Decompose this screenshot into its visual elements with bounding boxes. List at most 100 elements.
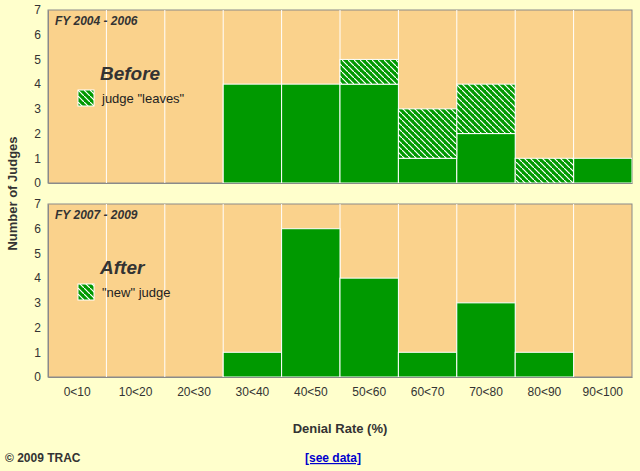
- tick-label: 90<100: [583, 385, 624, 399]
- bar: [340, 84, 398, 183]
- bar: [48, 377, 106, 378]
- annotation: Before: [100, 63, 161, 84]
- x-tick: 20<30: [177, 377, 211, 399]
- y-tick: 0: [34, 176, 48, 190]
- bar: [282, 229, 340, 377]
- bar: [574, 377, 632, 378]
- bar: [340, 278, 398, 377]
- bar: [48, 183, 106, 184]
- bar: [515, 352, 573, 377]
- legend-swatch: [78, 284, 94, 300]
- bar: [223, 352, 281, 377]
- bar: [457, 134, 515, 183]
- tick-label: 5: [34, 53, 41, 67]
- bar: [398, 158, 456, 183]
- bar: [48, 183, 106, 184]
- tick-label: 6: [34, 222, 41, 236]
- tick-label: 40<50: [294, 385, 328, 399]
- tick-label: 6: [34, 28, 41, 42]
- copyright: © 2009 TRAC: [5, 451, 81, 465]
- bars: [223, 59, 632, 183]
- x-tick: 80<90: [528, 377, 562, 399]
- y-axis-title: Number of Judges: [5, 136, 20, 250]
- bar: [223, 84, 281, 183]
- bar: [223, 352, 281, 353]
- bin-divider: [223, 204, 224, 377]
- bar: [574, 377, 632, 378]
- x-tick: 10<20: [119, 377, 153, 399]
- y-tick: 3: [34, 102, 48, 116]
- y-tick: 0: [34, 370, 48, 384]
- x-tick: 30<40: [236, 377, 270, 399]
- bar: [282, 84, 340, 183]
- x-tick: 0<10: [64, 377, 91, 399]
- bar: [282, 228, 340, 229]
- tick-label: 70<80: [469, 385, 503, 399]
- bar: [398, 109, 456, 158]
- y-tick: 3: [34, 296, 48, 310]
- bar: [457, 303, 515, 377]
- x-tick: 60<70: [411, 377, 445, 399]
- tick-label: 50<60: [352, 385, 386, 399]
- y-tick: 1: [34, 152, 48, 166]
- page-background: [0, 0, 640, 471]
- bar: [574, 158, 632, 183]
- bar: [457, 84, 515, 133]
- y-tick: 1: [34, 346, 48, 360]
- bar: [515, 352, 573, 353]
- tick-label: 7: [34, 197, 41, 211]
- plot-background: [48, 204, 632, 377]
- bar: [165, 183, 223, 184]
- y-axis: 01234567: [34, 197, 48, 384]
- tick-label: 30<40: [236, 385, 270, 399]
- legend-entry: judge "leaves": [78, 90, 185, 106]
- bar: [223, 84, 281, 85]
- panel-title: FY 2004 - 2006: [55, 14, 138, 28]
- axis-line: [49, 183, 633, 184]
- bar: [574, 158, 632, 159]
- bar: [515, 158, 573, 183]
- bar: [398, 352, 456, 377]
- annotation: After: [99, 257, 146, 278]
- panel-title: FY 2007 - 2009: [55, 208, 138, 222]
- axis-line: [48, 11, 49, 184]
- tick-label: 5: [34, 247, 41, 261]
- tick-label: 10<20: [119, 385, 153, 399]
- tick-label: 4: [34, 77, 41, 91]
- y-tick: 7: [34, 3, 48, 17]
- tick-label: 80<90: [528, 385, 562, 399]
- x-axis: 0<10 10<20 20<30 30<40 40<50 50<60 60<70 70<80 8…: [49, 377, 633, 399]
- x-axis-title: Denial Rate (%): [293, 421, 388, 436]
- bar: [106, 183, 164, 184]
- bar: [340, 59, 398, 84]
- tick-label: 60<70: [411, 385, 445, 399]
- y-tick: 5: [34, 247, 48, 261]
- tick-label: 0: [34, 370, 41, 384]
- tick-label: 2: [34, 127, 41, 141]
- bin-divider: [573, 10, 574, 183]
- axis-line: [49, 377, 633, 378]
- bin-divider: [573, 204, 574, 377]
- plot-background: [48, 10, 632, 183]
- y-tick: 6: [34, 222, 48, 236]
- panel: 012345670<1010<2020<3030<4040<5050<6060<…: [34, 197, 632, 398]
- bar: [106, 377, 164, 378]
- legend-swatch: [78, 90, 94, 106]
- bar: [165, 183, 223, 184]
- data-link[interactable]: [see data]: [305, 451, 361, 465]
- y-tick: 2: [34, 127, 48, 141]
- bar: [106, 183, 164, 184]
- bar: [282, 84, 340, 85]
- legend-label: "new" judge: [102, 285, 171, 300]
- bar: [398, 352, 456, 353]
- legend-label: judge "leaves": [101, 91, 185, 106]
- tick-label: 2: [34, 321, 41, 335]
- y-tick: 7: [34, 197, 48, 211]
- bar: [165, 377, 223, 378]
- bar: [340, 278, 398, 279]
- x-tick: 90<100: [583, 377, 624, 399]
- bar: [48, 377, 106, 378]
- tick-label: 1: [34, 152, 41, 166]
- y-tick: 5: [34, 53, 48, 67]
- x-tick: 50<60: [352, 377, 386, 399]
